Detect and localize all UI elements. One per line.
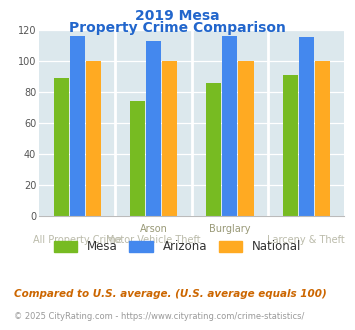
Bar [130,101,145,216]
Text: 2019 Mesa: 2019 Mesa [135,9,220,23]
Bar [70,36,85,216]
Text: © 2025 CityRating.com - https://www.cityrating.com/crime-statistics/: © 2025 CityRating.com - https://www.city… [14,312,305,321]
Bar [54,78,69,216]
Bar [283,75,298,216]
Legend: Mesa, Arizona, National: Mesa, Arizona, National [49,236,306,258]
Bar [86,61,101,216]
Text: Burglary: Burglary [209,224,251,234]
Text: Motor Vehicle Theft: Motor Vehicle Theft [106,235,201,245]
Text: All Property Crime: All Property Crime [33,235,121,245]
Text: Arson: Arson [140,224,168,234]
Bar [206,82,222,216]
Bar [299,38,314,216]
Bar [222,36,237,216]
Text: Property Crime Comparison: Property Crime Comparison [69,21,286,35]
Bar [315,61,330,216]
Bar [238,61,253,216]
Text: Larceny & Theft: Larceny & Theft [267,235,345,245]
Text: Compared to U.S. average. (U.S. average equals 100): Compared to U.S. average. (U.S. average … [14,289,327,299]
Bar [146,41,161,216]
Bar [162,61,177,216]
